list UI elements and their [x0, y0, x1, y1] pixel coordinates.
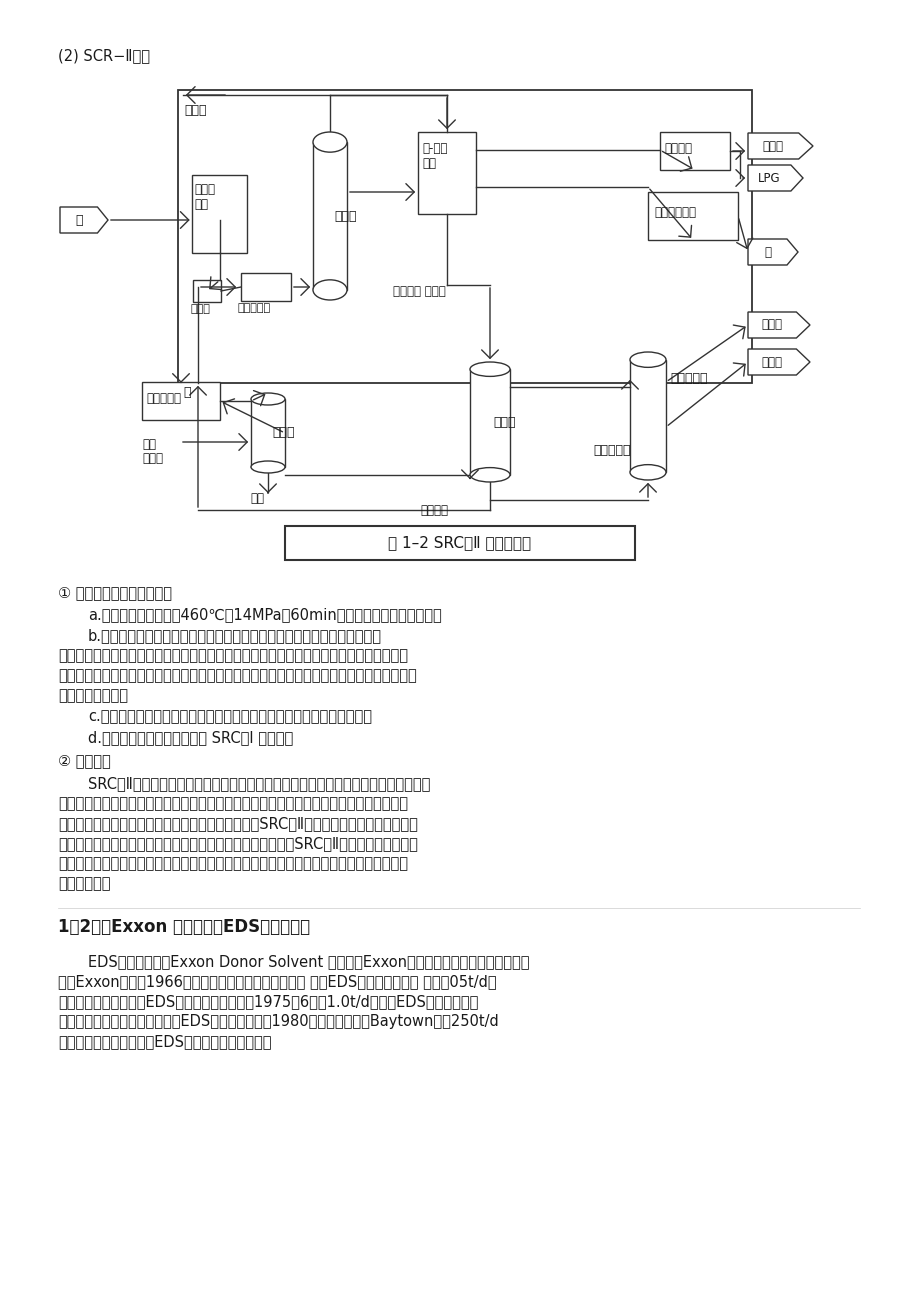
Text: 液化粗油 轻馏油: 液化粗油 轻馏油: [392, 285, 446, 298]
Bar: [470, 370, 509, 475]
Text: 硫: 硫: [763, 246, 770, 259]
Bar: [630, 359, 665, 473]
Text: 蔷馏，部分淤浆循环的优点：一是延长中间产物在反应器内的停留时间，增加反应深度；二: 蔷馏，部分淤浆循环的优点：一是延长中间产物在反应器内的停留时间，增加反应深度；二: [58, 648, 407, 663]
Text: 煎: 煎: [74, 214, 83, 227]
Text: 减压蔷馏塔: 减压蔷馏塔: [669, 372, 707, 385]
Text: b.　气液分离器底部分出的热淤浆一部分循环返回制煤浆，另一部分进减压: b. 气液分离器底部分出的热淤浆一部分循环返回制煤浆，另一部分进减压: [88, 628, 381, 643]
Bar: [417, 132, 475, 214]
Text: 来很大困难。: 来很大困难。: [58, 876, 110, 891]
Text: 气化炉: 气化炉: [272, 427, 294, 440]
Text: 气-液分
离器: 气-液分 离器: [422, 142, 447, 171]
Text: 酸性气体处理: 酸性气体处理: [653, 206, 696, 219]
Text: 物质会发生积聚现象，使反应器中固体的浓度增加；SRC－Ⅱ工艺是以煤中的矿物质作为催: 物质会发生积聚现象，使反应器中固体的浓度增加；SRC－Ⅱ工艺是以煤中的矿物质作为…: [58, 816, 417, 831]
Text: EDS工艺的全称是Exxon Donor Solvent ，是美国Exxon公司开发的一种煤炭直接液化工: EDS工艺的全称是Exxon Donor Solvent ，是美国Exxon公司…: [88, 954, 529, 969]
Ellipse shape: [630, 352, 665, 367]
Bar: [251, 398, 285, 467]
Text: a.　典型的操作条件：460℃，14MPa，60min停留时间，不另加渗化剑；: a. 典型的操作条件：460℃，14MPa，60min停留时间，不另加渗化剑；: [88, 607, 441, 622]
Polygon shape: [747, 165, 802, 191]
Text: 循环氢: 循环氢: [184, 104, 206, 117]
Text: 减压蔷馏塔: 减压蔷馏塔: [593, 444, 630, 457]
Text: 煎浆制
备罐: 煎浆制 备罐: [194, 184, 215, 211]
Polygon shape: [60, 207, 108, 233]
Text: 煎浆预热器: 煎浆预热器: [238, 303, 271, 312]
Text: 试装置投入运行，进一步肯定了EDS工艺的可靠性。1980年在德克萨斯的Baytown建了250t/d: 试装置投入运行，进一步肯定了EDS工艺的可靠性。1980年在德克萨斯的Bayto…: [58, 1014, 498, 1029]
Text: 到局限，有时甚至同一煤层中的煤所含的矿物质组分也互不相同，在工艺条件的操作上也带: 到局限，有时甚至同一煤层中的煤所含的矿物质组分也互不相同，在工艺条件的操作上也带: [58, 855, 407, 871]
Text: 1－2　　Exxon 供氢溶剂（EDS）液化工艺: 1－2 Exxon 供氢溶剂（EDS）液化工艺: [58, 918, 310, 936]
Text: 反应器: 反应器: [334, 210, 357, 223]
Ellipse shape: [312, 280, 346, 299]
Ellipse shape: [251, 461, 285, 473]
Bar: [177, 90, 751, 383]
Text: 的工业性试验厂，完成了EDS工艺的研究开发工作。: 的工业性试验厂，完成了EDS工艺的研究开发工作。: [58, 1034, 271, 1049]
Text: 氢: 氢: [183, 385, 190, 398]
Text: 分馏塔: 分馏塔: [493, 415, 515, 428]
Bar: [312, 142, 346, 290]
Polygon shape: [747, 133, 812, 159]
Text: LPG: LPG: [757, 172, 780, 185]
Text: d.　产品以油为主，氢耗量比 SRC－Ⅰ 高一倍。: d. 产品以油为主，氢耗量比 SRC－Ⅰ 高一倍。: [88, 730, 293, 745]
Text: ① 工艺操作条件及工艺特点: ① 工艺操作条件及工艺特点: [58, 585, 172, 600]
Text: 煎浆泵: 煎浆泵: [191, 303, 210, 314]
Polygon shape: [747, 312, 809, 339]
Bar: [142, 381, 220, 421]
Text: 炉渣: 炉渣: [250, 492, 264, 505]
Text: 水蔒气: 水蔒气: [142, 452, 163, 465]
Text: (2) SCR−Ⅱ工艺: (2) SCR−Ⅱ工艺: [58, 48, 150, 62]
Text: 变换与净化: 变换与净化: [146, 392, 181, 405]
Bar: [659, 132, 729, 171]
Text: ② 存在问题: ② 存在问题: [58, 753, 110, 768]
Text: 图 1–2 SRC－Ⅱ 工艺流程图: 图 1–2 SRC－Ⅱ 工艺流程图: [388, 535, 531, 551]
Text: SRC－Ⅱ工艺的显著特点是将高温分离器底部的部分含灰重质馏分作为循环溶剑使用，: SRC－Ⅱ工艺的显著特点是将高温分离器底部的部分含灰重质馏分作为循环溶剑使用，: [88, 776, 430, 792]
Text: 氧气: 氧气: [142, 437, 156, 450]
Ellipse shape: [312, 132, 346, 152]
Bar: [647, 191, 737, 240]
Ellipse shape: [470, 467, 509, 482]
Polygon shape: [747, 240, 797, 266]
Text: 燃料油: 燃料油: [761, 355, 782, 368]
Text: 深冷分离: 深冷分离: [664, 142, 691, 155]
Bar: [193, 280, 221, 302]
Text: 是矿物含有硫铁矿，提高了反应器内硫铁矿浓度，相对而言添加了渗化剑，有利于加氢反应，: 是矿物含有硫铁矿，提高了反应器内硫铁矿浓度，相对而言添加了渗化剑，有利于加氢反应…: [58, 668, 416, 684]
Ellipse shape: [630, 465, 665, 480]
Bar: [241, 273, 290, 301]
Bar: [285, 526, 634, 560]
Text: 化剑，然而，不同的煤种所含的矿物质组分有所不同，这使得SRC－Ⅱ工艺在煤种选择上受: 化剑，然而，不同的煤种所含的矿物质组分有所不同，这使得SRC－Ⅱ工艺在煤种选择上…: [58, 836, 417, 852]
Text: 液化残渣: 液化残渣: [420, 504, 448, 517]
Text: 以煤中矿物质为渗化剑。存在的问题是由于含灰重质馏分的循环，试验中发现在反应器中矿: 以煤中矿物质为渗化剑。存在的问题是由于含灰重质馏分的循环，试验中发现在反应器中矿: [58, 796, 407, 811]
Text: c.　用减压蔷馏替代残渣过滤分离，省去过滤、脱灰和产物固化等工序；: c. 用减压蔷馏替代残渣过滤分离，省去过滤、脱灰和产物固化等工序；: [88, 710, 371, 724]
Ellipse shape: [470, 362, 509, 376]
Text: 增加液体油产率；: 增加液体油产率；: [58, 687, 128, 703]
Text: 燃料气: 燃料气: [762, 139, 783, 152]
Polygon shape: [747, 349, 809, 375]
Text: 连续试验装置上确认了EDS工艺的技术可行性。1975年6月，1.0t/d规模的EDS工艺全流程中: 连续试验装置上确认了EDS工艺的技术可行性。1975年6月，1.0t/d规模的E…: [58, 993, 478, 1009]
Text: 艺。Exxon公司腹1966年开始研究煤炭直接液化技术， 　对EDS工艺进行开发， 　并在05t/d的: 艺。Exxon公司腹1966年开始研究煤炭直接液化技术， 对EDS工艺进行开发，…: [58, 974, 496, 990]
Text: 石蜡油: 石蜡油: [761, 319, 782, 332]
Ellipse shape: [251, 393, 285, 405]
Bar: [192, 174, 247, 253]
